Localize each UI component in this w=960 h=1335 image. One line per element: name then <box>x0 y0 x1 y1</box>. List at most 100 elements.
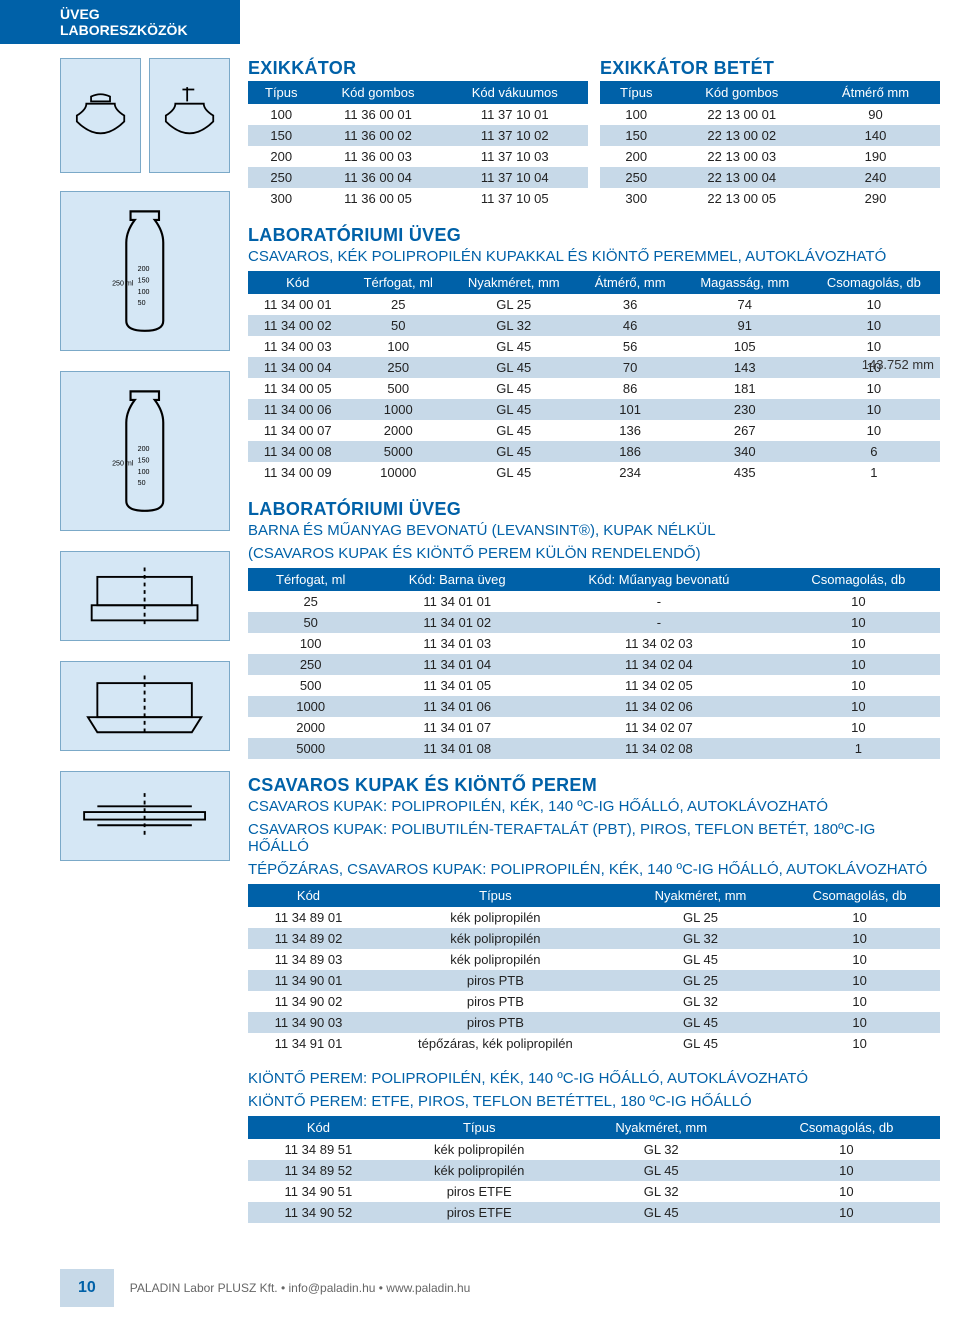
cell: 250 <box>347 357 449 378</box>
cell: 11 34 90 01 <box>248 970 369 991</box>
cell: 10 <box>779 970 940 991</box>
cell: 10 <box>779 1012 940 1033</box>
svg-text:100: 100 <box>138 468 150 476</box>
cell: 100 <box>347 336 449 357</box>
cell: 11 34 00 05 <box>248 378 347 399</box>
table-row: 100011 34 01 0611 34 02 0610 <box>248 696 940 717</box>
cell: GL 32 <box>622 928 779 949</box>
cell: GL 45 <box>570 1160 753 1181</box>
exikkator-betet-title: EXIKKÁTOR BETÉT <box>600 58 940 79</box>
cell: 46 <box>578 315 681 336</box>
cell: 435 <box>682 462 808 483</box>
cell: 10 <box>777 654 940 675</box>
cell: 74 <box>682 294 808 315</box>
table-row: 11 34 00 04250GL 457014310 <box>248 357 940 378</box>
cell: 10 <box>808 315 940 336</box>
table-row: 2511 34 01 01-10 <box>248 591 940 612</box>
cell: 11 36 00 05 <box>315 188 442 209</box>
cell: 11 34 02 05 <box>541 675 777 696</box>
exikkator-title: EXIKKÁTOR <box>248 58 588 79</box>
table-row: 11 34 90 01piros PTBGL 2510 <box>248 970 940 991</box>
table-row: 500011 34 01 0811 34 02 081 <box>248 738 940 759</box>
cell: 105 <box>682 336 808 357</box>
product-image-ring <box>60 771 230 861</box>
cell: piros PTB <box>369 991 622 1012</box>
product-image-desiccator <box>60 58 141 173</box>
cell: 10 <box>777 591 940 612</box>
cell: 22 13 00 04 <box>673 167 811 188</box>
cell: 10 <box>777 612 940 633</box>
cell: 11 37 10 02 <box>442 125 588 146</box>
table-row: 11 34 90 51piros ETFEGL 3210 <box>248 1181 940 1202</box>
cell: 22 13 00 02 <box>673 125 811 146</box>
cell: 10 <box>808 399 940 420</box>
col-header: Kód gombos <box>315 81 442 104</box>
cell: 1 <box>808 462 940 483</box>
cell: 11 34 89 51 <box>248 1139 389 1160</box>
col-header: Csomagolás, db <box>808 271 940 294</box>
cell: 10 <box>779 907 940 928</box>
table-row: 11 34 89 01kék polipropilénGL 2510 <box>248 907 940 928</box>
cell: kék polipropilén <box>369 928 622 949</box>
table-row: 50011 34 01 0511 34 02 0510 <box>248 675 940 696</box>
cell: GL 25 <box>449 294 578 315</box>
cell: 11 34 01 05 <box>373 675 541 696</box>
col-header: Átmérő, mm <box>578 271 681 294</box>
lab-uveg2-sub2: (CSAVAROS KUPAK ÉS KIÖNTŐ PEREM KÜLÖN RE… <box>248 545 940 562</box>
product-image-bottle-blue: 20015010050250 ml <box>60 191 230 351</box>
kupak-sub1: CSAVAROS KUPAK: POLIPROPILÉN, KÉK, 140 º… <box>248 798 940 815</box>
cell: 56 <box>578 336 681 357</box>
cell: 11 34 00 09 <box>248 462 347 483</box>
cell: 11 34 90 02 <box>248 991 369 1012</box>
svg-text:250 ml: 250 ml <box>112 459 134 467</box>
table-row: 11 34 00 0250GL 32469110 <box>248 315 940 336</box>
cell: 11 34 01 07 <box>373 717 541 738</box>
cell: GL 45 <box>622 1033 779 1054</box>
cell: 11 34 02 06 <box>541 696 777 717</box>
cell: 10 <box>777 633 940 654</box>
col-header: Csomagolás, db <box>779 884 940 907</box>
svg-text:100: 100 <box>138 288 150 296</box>
svg-text:200: 200 <box>138 265 150 273</box>
cell: kék polipropilén <box>389 1139 570 1160</box>
cell: 300 <box>600 188 673 209</box>
cell: 11 34 00 01 <box>248 294 347 315</box>
cell: 11 34 02 04 <box>541 654 777 675</box>
cell: 10000 <box>347 462 449 483</box>
cell: 70 <box>578 357 681 378</box>
cell: 11 37 10 04 <box>442 167 588 188</box>
cell: 190 <box>811 146 940 167</box>
lab-uveg-sub: CSAVAROS, KÉK POLIPROPILÉN KUPAKKAL ÉS K… <box>248 248 940 265</box>
cell: 11 34 01 04 <box>373 654 541 675</box>
cell: 11 34 02 07 <box>541 717 777 738</box>
table-row: 11 34 00 061000GL 4510123010 <box>248 399 940 420</box>
cell: - <box>541 612 777 633</box>
cell: 11 34 02 03 <box>541 633 777 654</box>
table-row: 10022 13 00 0190 <box>600 104 940 125</box>
cell: 11 34 01 01 <box>373 591 541 612</box>
cell: 25 <box>347 294 449 315</box>
cell: 100 <box>248 633 373 654</box>
product-image-cap2 <box>60 661 230 751</box>
col-header: Nyakméret, mm <box>570 1116 753 1139</box>
cell: 10 <box>808 378 940 399</box>
kupak-table: KódTípusNyakméret, mmCsomagolás, db 11 3… <box>248 884 940 1054</box>
cell: 150 <box>248 125 315 146</box>
cell: 1000 <box>248 696 373 717</box>
table-row: 11 34 90 52piros ETFEGL 4510 <box>248 1202 940 1223</box>
cell: 500 <box>347 378 449 399</box>
cell: GL 25 <box>622 907 779 928</box>
col-header: Kód: Műanyag bevonatú <box>541 568 777 591</box>
cell: 10 <box>753 1181 940 1202</box>
cell: 11 34 00 07 <box>248 420 347 441</box>
cell: piros PTB <box>369 970 622 991</box>
col-header: Kód: Barna üveg <box>373 568 541 591</box>
cell: 1 <box>777 738 940 759</box>
product-image-desiccator-vacuum <box>149 58 230 173</box>
perem-table: KódTípusNyakméret, mmCsomagolás, db 11 3… <box>248 1116 940 1223</box>
cell: 300 <box>248 188 315 209</box>
cell: 11 34 89 02 <box>248 928 369 949</box>
cell: 11 34 02 08 <box>541 738 777 759</box>
col-header: Típus <box>600 81 673 104</box>
cell: 5000 <box>248 738 373 759</box>
